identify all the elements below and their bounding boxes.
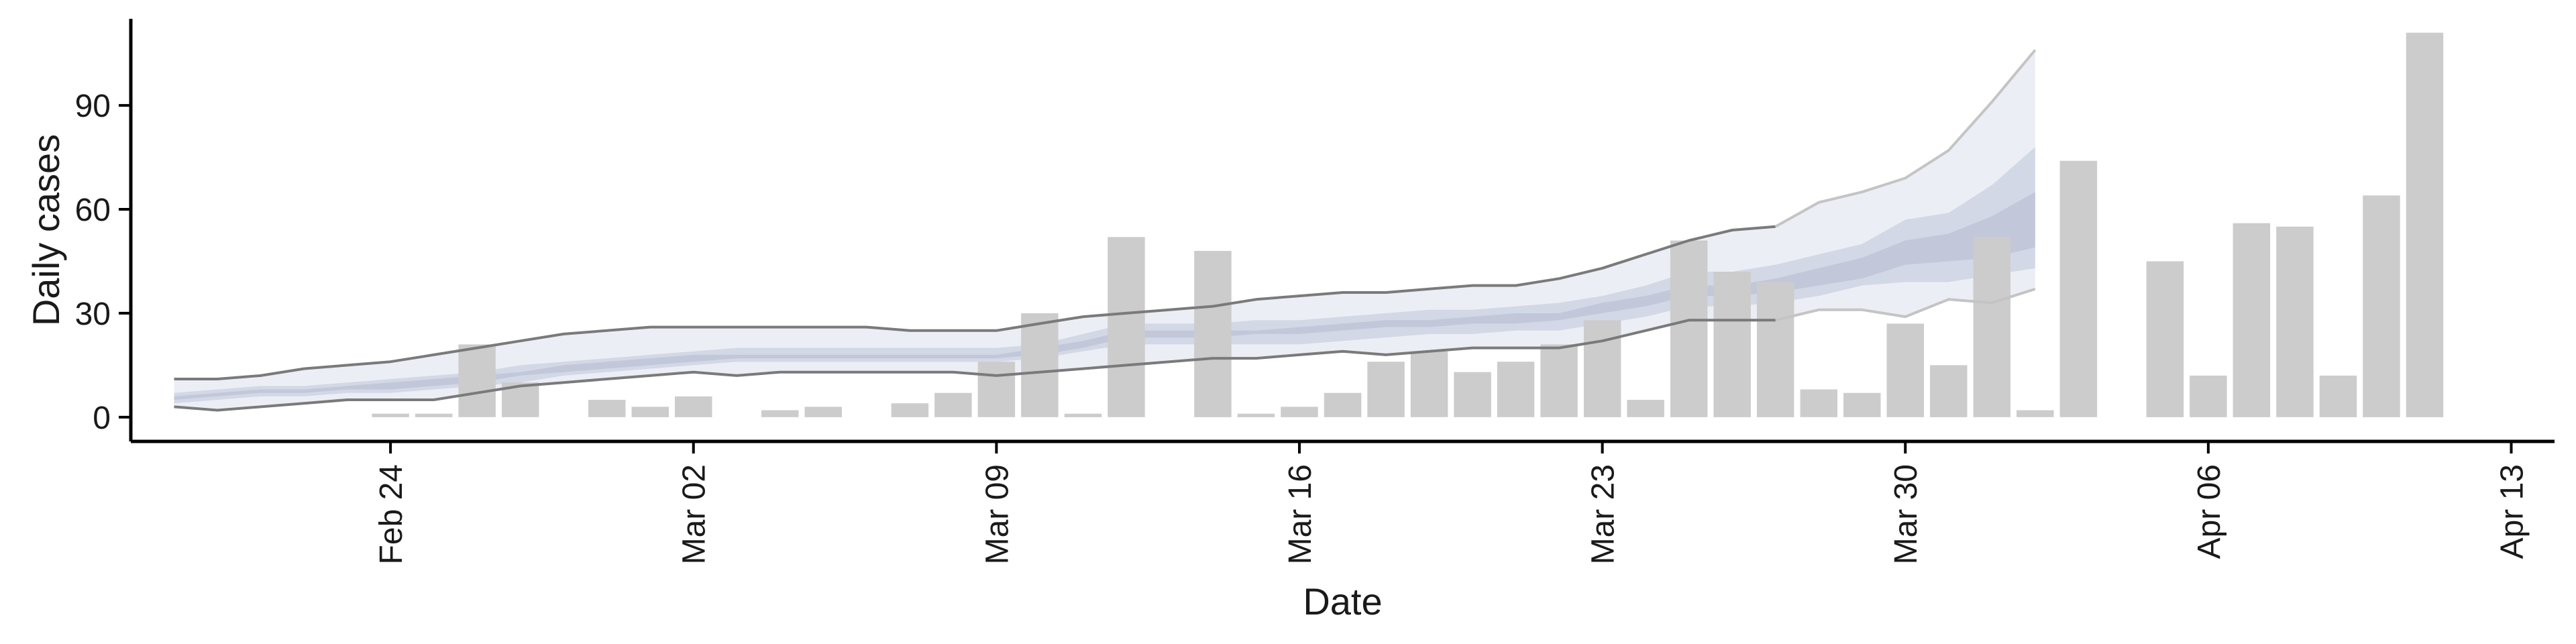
forecast-line-1 xyxy=(174,225,1776,380)
bar-2020-03-16 xyxy=(1281,407,1318,417)
x-tick-label: Mar 16 xyxy=(1283,464,1318,564)
x-axis-title: Date xyxy=(1303,580,1382,623)
bar-2020-03-08 xyxy=(934,392,972,417)
bar-2020-04-11 xyxy=(2406,32,2444,417)
bar-2020-03-21 xyxy=(1497,362,1535,417)
bar-2020-03-02 xyxy=(675,396,712,417)
bar-2020-03-24 xyxy=(1627,400,1664,417)
bar-2020-03-19 xyxy=(1410,351,1448,417)
bar-2020-04-08 xyxy=(2276,226,2314,417)
bar-2020-03-25 xyxy=(1670,240,1708,417)
bar-2020-04-06 xyxy=(2190,375,2227,417)
forecast-band-1 xyxy=(174,50,2035,411)
bar-2020-04-01 xyxy=(1973,237,2010,417)
bar-2020-03-22 xyxy=(1540,344,1578,417)
bar-2020-02-29 xyxy=(588,400,626,417)
bar-2020-03-28 xyxy=(1800,389,1837,417)
x-tick-label: Mar 09 xyxy=(979,464,1015,564)
x-tick-label: Apr 13 xyxy=(2494,464,2530,559)
y-tick-label: 60 xyxy=(75,193,111,228)
bar-2020-03-07 xyxy=(891,403,929,417)
y-axis-ticks: 0 30 60 90 xyxy=(75,89,131,436)
forecast-line-4 xyxy=(1775,287,2036,322)
bar-2020-03-27 xyxy=(1756,282,1794,417)
bar-2020-03-09 xyxy=(977,362,1016,417)
bar-2020-03-05 xyxy=(804,407,842,417)
bar-2020-03-20 xyxy=(1454,372,1491,417)
bar-2020-03-15 xyxy=(1237,413,1275,417)
y-tick-label: 0 xyxy=(93,400,111,436)
bar-2020-03-23 xyxy=(1583,320,1621,417)
bar-2020-02-24 xyxy=(372,413,409,417)
y-tick-label: 90 xyxy=(75,89,111,124)
bar-2020-03-31 xyxy=(1930,365,1968,417)
bar-2020-03-29 xyxy=(1843,392,1881,417)
bar-2020-04-02 xyxy=(2017,410,2054,417)
bar-2020-04-03 xyxy=(2059,160,2098,417)
x-tick-label: Feb 24 xyxy=(374,464,409,564)
axes: 0 30 60 90 Feb 24 Mar 02 Mar 09 Mar 16 Mar 23 Ma… xyxy=(75,19,2555,564)
bar-2020-04-07 xyxy=(2233,223,2271,417)
x-axis-ticks: Feb 24 Mar 02 Mar 09 Mar 16 Mar 23 Mar 30 Apr … xyxy=(374,441,2530,564)
x-tick-label: Apr 06 xyxy=(2192,464,2227,559)
bar-2020-03-04 xyxy=(761,410,799,417)
bar-2020-03-26 xyxy=(1713,272,1751,417)
y-axis-title: Daily cases xyxy=(25,134,67,326)
bar-2020-04-09 xyxy=(2319,375,2357,417)
bar-2020-02-25 xyxy=(415,413,453,417)
bar-2020-03-01 xyxy=(631,407,669,417)
x-tick-label: Mar 02 xyxy=(677,464,712,564)
bar-2020-03-10 xyxy=(1021,313,1059,417)
bar-2020-03-17 xyxy=(1324,392,1362,417)
forecast-band-3 xyxy=(174,192,2035,400)
bar-2020-03-30 xyxy=(1886,323,1924,417)
forecast-bands xyxy=(174,50,2035,411)
x-tick-label: Mar 30 xyxy=(1888,464,1924,564)
bar-2020-03-18 xyxy=(1367,362,1405,417)
daily-case-bars xyxy=(372,32,2444,417)
bar-2020-03-11 xyxy=(1064,413,1102,417)
forecast-line-2 xyxy=(174,319,1776,412)
bar-2020-02-26 xyxy=(458,344,496,417)
bar-2020-03-12 xyxy=(1108,237,1145,417)
bar-2020-04-05 xyxy=(2146,261,2184,417)
x-tick-label: Mar 23 xyxy=(1586,464,1621,564)
bar-2020-04-10 xyxy=(2363,195,2400,417)
y-tick-label: 30 xyxy=(75,297,111,332)
forecast-line-3 xyxy=(1774,49,2037,228)
bar-2020-03-14 xyxy=(1194,251,1232,417)
forecast-lines xyxy=(174,49,2037,412)
